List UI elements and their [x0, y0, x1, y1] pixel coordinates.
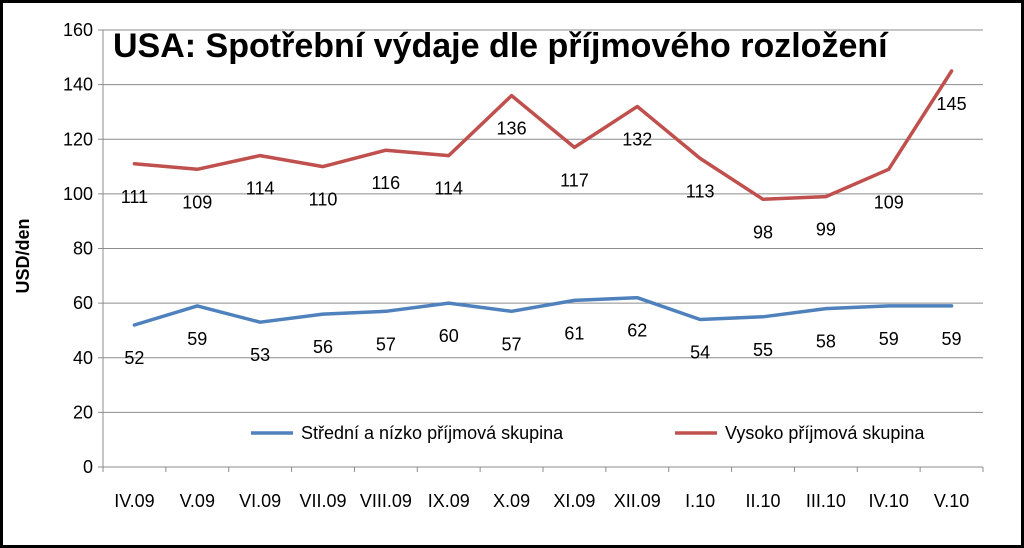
x-tick-label: VI.09 [239, 491, 281, 511]
data-labels: 52 59 53 56 57 60 57 61 62 54 55 58 59 59 111 109 114 110… [121, 94, 967, 368]
chart-panel: 0 20 40 60 80 100 120 140 160 IV.09 V.09 VI.09 VII.… [3, 3, 1021, 545]
data-label: 132 [622, 129, 652, 149]
data-label: 111 [121, 187, 148, 207]
data-label: 56 [313, 337, 333, 357]
data-label: 59 [187, 329, 207, 349]
legend-label: Střední a nízko příjmová skupina [301, 423, 564, 443]
legend-label: Vysoko příjmová skupina [725, 423, 925, 443]
data-label: 59 [942, 329, 962, 349]
y-tick-label: 20 [73, 402, 93, 422]
data-label: 114 [246, 179, 275, 199]
chart-title: USA: Spotřební výdaje dle příjmového roz… [113, 27, 889, 65]
y-tick-label: 40 [73, 348, 93, 368]
x-tick-label: VIII.09 [360, 491, 412, 511]
data-label: 113 [686, 181, 715, 201]
y-tick-label: 80 [73, 239, 93, 259]
series-lines [132, 69, 954, 327]
data-label: 117 [560, 170, 589, 190]
series-line-1 [132, 295, 954, 327]
data-label: 58 [816, 332, 836, 352]
line-chart: 0 20 40 60 80 100 120 140 160 IV.09 V.09 VI.09 VII.… [13, 20, 984, 511]
x-tick-label: XI.09 [553, 491, 595, 511]
x-tick-label: XII.09 [614, 491, 661, 511]
y-tick-label: 60 [73, 293, 93, 313]
x-tick-label: IV.09 [114, 491, 154, 511]
data-label: 136 [497, 119, 527, 139]
data-label: 145 [937, 94, 967, 114]
y-tick-label: 160 [63, 20, 93, 40]
x-tick-label: V.09 [180, 491, 215, 511]
x-axis-ticks: IV.09 V.09 VI.09 VII.09 VIII.09 IX.09 X.09 XI.0… [102, 467, 984, 511]
data-label: 61 [564, 323, 584, 343]
x-tick-label: V.10 [934, 491, 969, 511]
y-tick-label: 100 [63, 184, 93, 204]
x-tick-label: IX.09 [428, 491, 470, 511]
data-label: 116 [372, 173, 401, 193]
data-label: 52 [124, 348, 144, 368]
y-tick-label: 120 [63, 129, 93, 149]
x-tick-label: X.09 [493, 491, 530, 511]
data-label: 59 [879, 329, 899, 349]
data-label: 60 [439, 326, 459, 346]
data-label: 99 [816, 220, 836, 240]
x-tick-label: IV.10 [869, 491, 909, 511]
x-tick-label: II.10 [745, 491, 780, 511]
data-label: 55 [753, 340, 773, 360]
data-label: 110 [309, 190, 338, 210]
data-label: 98 [753, 222, 773, 242]
y-tick-label: 140 [63, 75, 93, 95]
y-axis-ticks: 0 20 40 60 80 100 120 140 160 [63, 20, 103, 477]
data-label: 114 [434, 179, 463, 199]
x-tick-label: VII.09 [299, 491, 346, 511]
legend: Střední a nízko příjmová skupina Vysoko p… [251, 423, 925, 443]
y-axis-label: USD/den [13, 218, 33, 293]
x-tick-label: I.10 [685, 491, 715, 511]
x-tick-label: III.10 [806, 491, 846, 511]
gridlines [102, 29, 983, 468]
data-label: 109 [182, 192, 212, 212]
data-label: 53 [250, 345, 270, 365]
data-label: 109 [874, 192, 904, 212]
y-tick-label: 0 [83, 457, 93, 477]
data-label: 57 [502, 334, 522, 354]
data-label: 54 [690, 343, 710, 363]
series-line-2 [132, 69, 954, 202]
data-label: 62 [627, 321, 647, 341]
data-label: 57 [376, 334, 396, 354]
